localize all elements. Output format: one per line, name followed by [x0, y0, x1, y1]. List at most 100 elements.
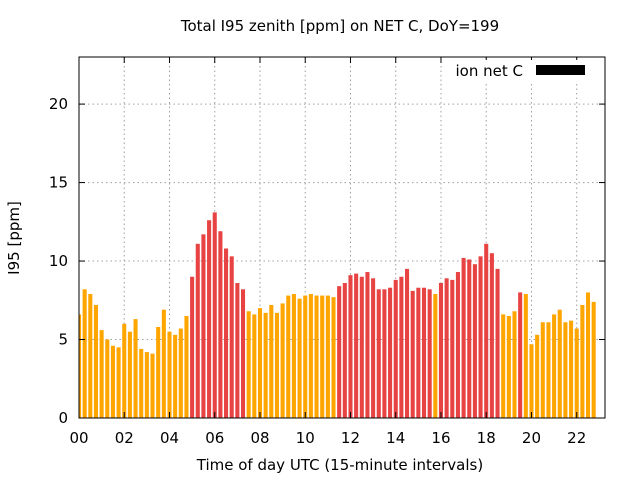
bar — [184, 315, 189, 418]
x-tick-label: 02 — [115, 429, 134, 447]
bar — [495, 268, 500, 418]
bar — [388, 287, 393, 418]
bar — [139, 348, 144, 418]
bar — [337, 286, 342, 418]
x-tick-label: 22 — [567, 429, 586, 447]
bar — [535, 334, 540, 418]
x-tick-label: 14 — [386, 429, 405, 447]
bar — [110, 345, 115, 418]
x-tick-label: 08 — [250, 429, 269, 447]
bar — [365, 272, 370, 418]
bar — [348, 275, 353, 418]
bar — [540, 322, 545, 418]
x-tick-label: 12 — [341, 429, 360, 447]
bar — [116, 347, 121, 418]
x-tick-labels: 00 02 04 06 08 10 12 14 16 18 20 22 — [69, 429, 586, 447]
x-tick-label: 20 — [522, 429, 541, 447]
x-tick-label: 04 — [160, 429, 179, 447]
bar — [506, 315, 511, 418]
bar — [427, 289, 432, 418]
bar — [405, 268, 410, 418]
bar — [354, 273, 359, 418]
bar — [161, 309, 166, 418]
bar — [546, 322, 551, 418]
bar — [257, 308, 263, 418]
y-tick-label: 15 — [49, 174, 68, 192]
bar — [376, 289, 381, 418]
bar — [557, 309, 562, 418]
bar — [455, 272, 460, 418]
bar — [523, 294, 528, 418]
bar — [212, 212, 217, 418]
bar — [484, 243, 489, 418]
legend: ion net C — [446, 60, 596, 82]
bar — [127, 331, 132, 418]
y-tick-label: 20 — [49, 95, 68, 113]
bar — [438, 283, 444, 418]
y-axis-label: I95 [ppm] — [5, 201, 23, 275]
bar — [235, 283, 240, 418]
bar — [416, 287, 421, 418]
bar — [105, 339, 110, 418]
bar — [201, 234, 206, 418]
bar — [156, 326, 161, 418]
bar — [501, 314, 506, 418]
bar — [229, 256, 234, 418]
bar — [82, 289, 87, 418]
x-axis-label: Time of day UTC (15-minute intervals) — [196, 456, 483, 474]
bar — [331, 297, 336, 418]
bar — [190, 276, 195, 418]
bar — [122, 323, 127, 418]
legend-swatch — [536, 65, 585, 75]
bar — [303, 295, 308, 418]
bar — [144, 352, 149, 418]
bar — [320, 295, 325, 418]
bar — [393, 279, 398, 418]
bar — [218, 231, 223, 418]
x-tick-label: 06 — [205, 429, 224, 447]
x-tick-label: 10 — [296, 429, 315, 447]
bar — [444, 278, 449, 418]
bar — [574, 328, 579, 418]
bar — [433, 294, 438, 418]
bar — [314, 295, 319, 418]
bar — [580, 304, 585, 418]
bar — [224, 248, 229, 418]
bar — [359, 276, 364, 418]
bar — [93, 304, 99, 418]
bar — [529, 344, 534, 418]
bar — [421, 287, 427, 418]
bar — [563, 322, 568, 418]
bar — [552, 314, 557, 418]
bar — [150, 353, 155, 418]
bar — [274, 312, 279, 418]
bar — [79, 314, 82, 418]
bar — [178, 328, 183, 418]
bar — [286, 295, 291, 418]
bar — [371, 278, 376, 418]
bar — [342, 283, 347, 418]
bar — [173, 334, 178, 418]
bar — [263, 312, 268, 418]
y-tick-labels: 0 5 10 15 20 — [49, 95, 68, 427]
y-tick-label: 5 — [58, 331, 68, 349]
x-tick-label: 00 — [69, 429, 88, 447]
bar — [569, 320, 574, 418]
bar — [518, 292, 523, 418]
bar — [585, 292, 591, 418]
bar — [167, 331, 172, 418]
bar — [399, 276, 404, 418]
bar — [269, 304, 274, 418]
bar — [591, 301, 596, 418]
y-tick-label: 0 — [58, 409, 68, 427]
bar — [461, 257, 466, 418]
bar — [195, 243, 200, 418]
bar — [308, 294, 313, 418]
y-tick-label: 10 — [49, 252, 68, 270]
bar — [512, 311, 517, 418]
bar — [410, 290, 415, 418]
bar — [478, 256, 483, 418]
plot-frame — [78, 56, 606, 419]
bar — [450, 279, 455, 418]
bar-series — [79, 212, 596, 418]
